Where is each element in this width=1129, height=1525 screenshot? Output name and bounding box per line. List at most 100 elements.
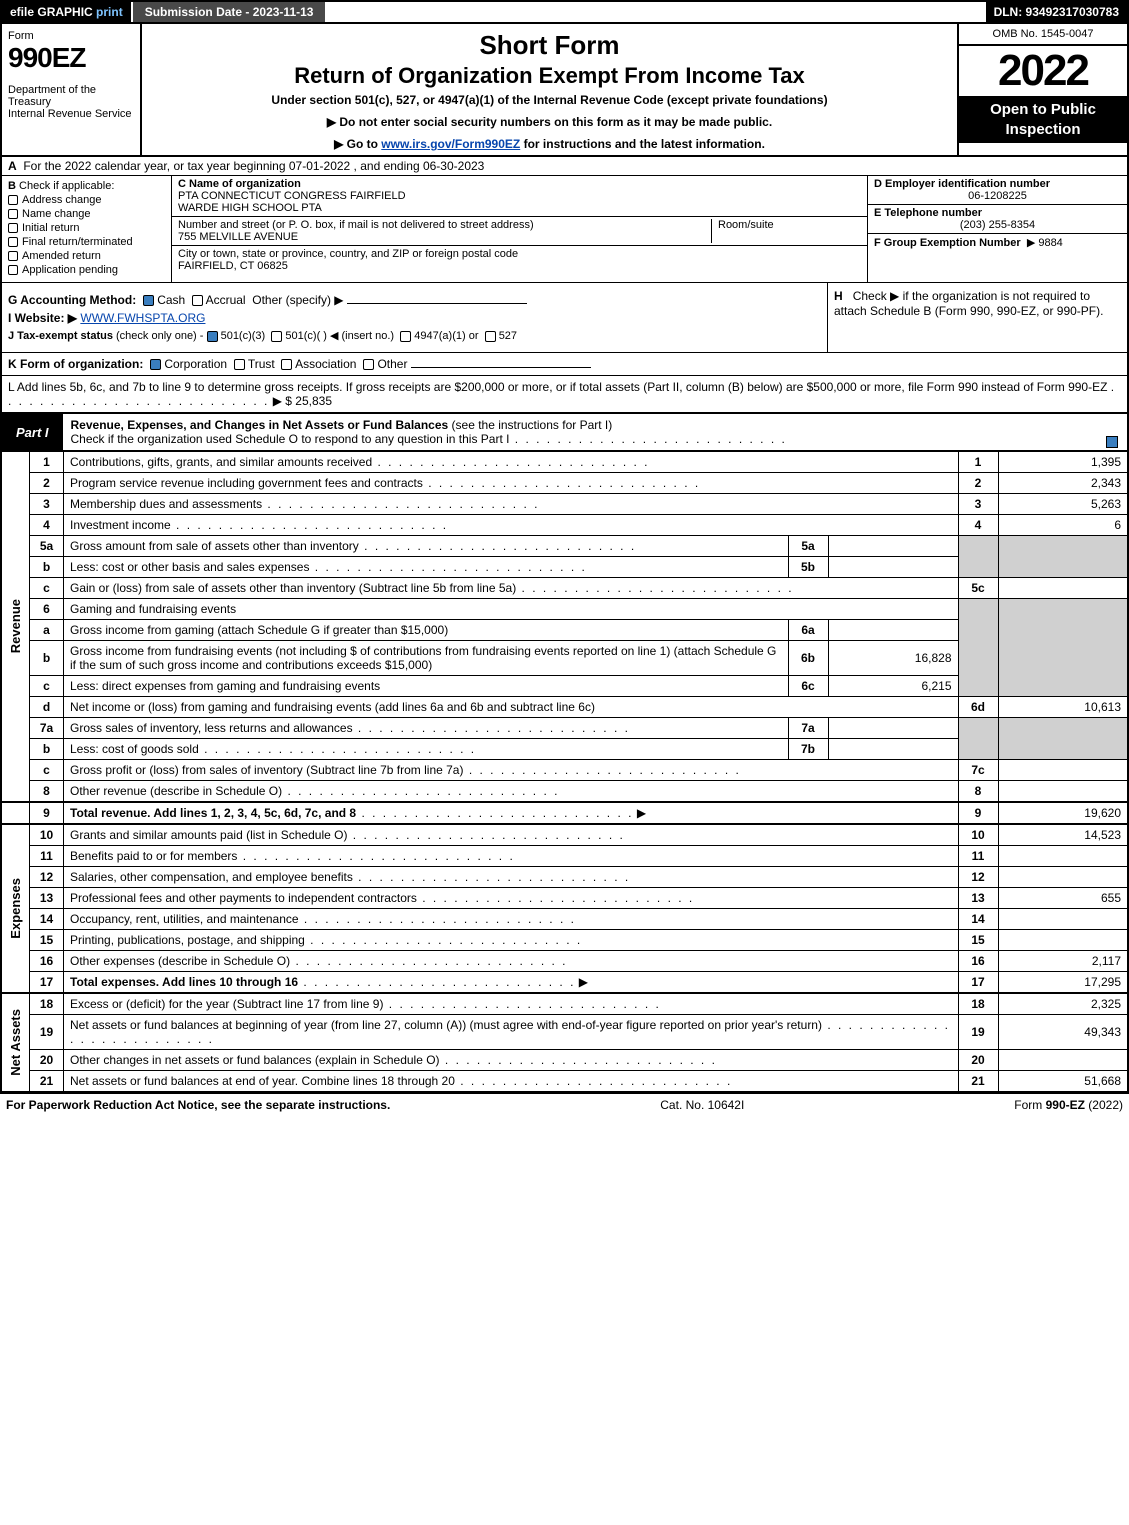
form-header: Form 990EZ Department of the Treasury In… [0, 24, 1129, 157]
l10-desc: Grants and similar amounts paid (list in… [64, 824, 959, 846]
line-11: 11 Benefits paid to or for members 11 [1, 846, 1128, 867]
l5c-num: c [30, 578, 64, 599]
l10-lbl: 10 [958, 824, 998, 846]
l-text: L Add lines 5b, 6c, and 7b to line 9 to … [8, 380, 1107, 394]
l12-desc-text: Salaries, other compensation, and employ… [70, 870, 353, 884]
l18-desc-text: Excess or (deficit) for the year (Subtra… [70, 997, 383, 1011]
note-ssn: ▶ Do not enter social security numbers o… [148, 115, 951, 129]
cb-accrual[interactable] [192, 295, 203, 306]
cb-name-change[interactable]: Name change [8, 208, 165, 220]
l14-val [998, 909, 1128, 930]
footer-mid: Cat. No. 10642I [390, 1098, 1014, 1112]
omb-number: OMB No. 1545-0047 [959, 24, 1127, 46]
j-4947: 4947(a)(1) or [414, 330, 478, 342]
k-other: Other [377, 357, 407, 371]
open-public: Open to Public Inspection [959, 96, 1127, 143]
l7c-num: c [30, 760, 64, 781]
l3-lbl: 3 [958, 494, 998, 515]
line-9: 9 Total revenue. Add lines 1, 2, 3, 4, 5… [1, 802, 1128, 824]
note2-pre: ▶ Go to [334, 137, 381, 151]
l4-desc-text: Investment income [70, 518, 171, 532]
l10-desc-text: Grants and similar amounts paid (list in… [70, 828, 347, 842]
h-label: H [834, 289, 843, 303]
g-line: G Accounting Method: Cash Accrual Other … [8, 293, 821, 307]
line-16: 16 Other expenses (describe in Schedule … [1, 951, 1128, 972]
irs-link[interactable]: www.irs.gov/Form990EZ [381, 137, 520, 151]
l14-desc: Occupancy, rent, utilities, and maintena… [64, 909, 959, 930]
cb-501c[interactable] [271, 331, 282, 342]
line-3: 3 Membership dues and assessments 3 5,26… [1, 494, 1128, 515]
l7ab-shade-val [998, 718, 1128, 760]
cb-cash[interactable] [143, 295, 154, 306]
l5a-desc-text: Gross amount from sale of assets other t… [70, 539, 359, 553]
line-19: 19 Net assets or fund balances at beginn… [1, 1015, 1128, 1050]
l6abc-shade-val [998, 599, 1128, 697]
part1-subline: Check if the organization used Schedule … [71, 432, 510, 446]
website-link[interactable]: WWW.FWHSPTA.ORG [80, 311, 205, 325]
l16-desc: Other expenses (describe in Schedule O) [64, 951, 959, 972]
part1-check[interactable] [1097, 414, 1127, 450]
room-suite: Room/suite [711, 219, 861, 243]
note-goto: ▶ Go to www.irs.gov/Form990EZ for instru… [148, 137, 951, 151]
box-f: F Group Exemption Number ▶ 9884 [868, 234, 1127, 251]
l11-desc-text: Benefits paid to or for members [70, 849, 237, 863]
l13-num: 13 [30, 888, 64, 909]
l16-lbl: 16 [958, 951, 998, 972]
addr-row: Number and street (or P. O. box, if mail… [172, 217, 867, 246]
row-k: K Form of organization: Corporation Trus… [0, 352, 1129, 375]
line-20: 20 Other changes in net assets or fund b… [1, 1050, 1128, 1071]
l6b-desc: Gross income from fundraising events (no… [64, 641, 789, 676]
cb-4947[interactable] [400, 331, 411, 342]
side-revenue-label: Revenue [8, 599, 23, 653]
l16-num: 16 [30, 951, 64, 972]
cb-other-org[interactable] [363, 359, 374, 370]
l7c-val [998, 760, 1128, 781]
side-blank-9 [1, 802, 30, 824]
l4-desc: Investment income [64, 515, 959, 536]
line-17: 17 Total expenses. Add lines 10 through … [1, 972, 1128, 994]
l6c-subval: 6,215 [828, 676, 958, 697]
section-bcdef: B Check if applicable: Address change Na… [0, 176, 1129, 283]
row-a-label: A [8, 159, 17, 173]
box-b-label: B [8, 180, 16, 192]
line-2: 2 Program service revenue including gove… [1, 473, 1128, 494]
side-expenses-label: Expenses [8, 878, 23, 939]
cb-application-pending[interactable]: Application pending [8, 264, 165, 276]
addr-label: Number and street (or P. O. box, if mail… [178, 219, 711, 231]
cb-corporation[interactable] [150, 359, 161, 370]
l21-desc-text: Net assets or fund balances at end of ye… [70, 1074, 455, 1088]
print-link[interactable]: print [96, 5, 123, 19]
part1-title-rest: (see the instructions for Part I) [448, 418, 612, 432]
cb-final-return[interactable]: Final return/terminated [8, 236, 165, 248]
l6a-num: a [30, 620, 64, 641]
cb-amended-return-label: Amended return [22, 250, 101, 262]
l4-lbl: 4 [958, 515, 998, 536]
tax-year: 2022 [959, 46, 1127, 96]
l5a-subval [828, 536, 958, 557]
g-other: Other (specify) ▶ [252, 293, 343, 307]
l7b-sublbl: 7b [788, 739, 828, 760]
cb-address-change[interactable]: Address change [8, 194, 165, 206]
l5c-desc: Gain or (loss) from sale of assets other… [64, 578, 959, 599]
l7b-num: b [30, 739, 64, 760]
row-gh: G Accounting Method: Cash Accrual Other … [0, 283, 1129, 352]
city-label: City or town, state or province, country… [178, 248, 861, 260]
footer-right: Form 990-EZ (2022) [1014, 1098, 1123, 1112]
note2-post: for instructions and the latest informat… [520, 137, 765, 151]
j-501c: 501(c)( ) ◀ (insert no.) [285, 330, 394, 342]
l5b-desc: Less: cost or other basis and sales expe… [64, 557, 789, 578]
l1-desc: Contributions, gifts, grants, and simila… [64, 452, 959, 473]
l7a-sublbl: 7a [788, 718, 828, 739]
l18-num: 18 [30, 993, 64, 1015]
l11-lbl: 11 [958, 846, 998, 867]
line-18: Net Assets 18 Excess or (deficit) for th… [1, 993, 1128, 1015]
cb-501c3[interactable] [207, 331, 218, 342]
cb-initial-return[interactable]: Initial return [8, 222, 165, 234]
l13-val: 655 [998, 888, 1128, 909]
col-g: G Accounting Method: Cash Accrual Other … [2, 283, 827, 352]
cb-association[interactable] [281, 359, 292, 370]
cb-amended-return[interactable]: Amended return [8, 250, 165, 262]
l17-desc-text: Total expenses. Add lines 10 through 16 [70, 975, 298, 989]
cb-trust[interactable] [234, 359, 245, 370]
cb-527[interactable] [485, 331, 496, 342]
